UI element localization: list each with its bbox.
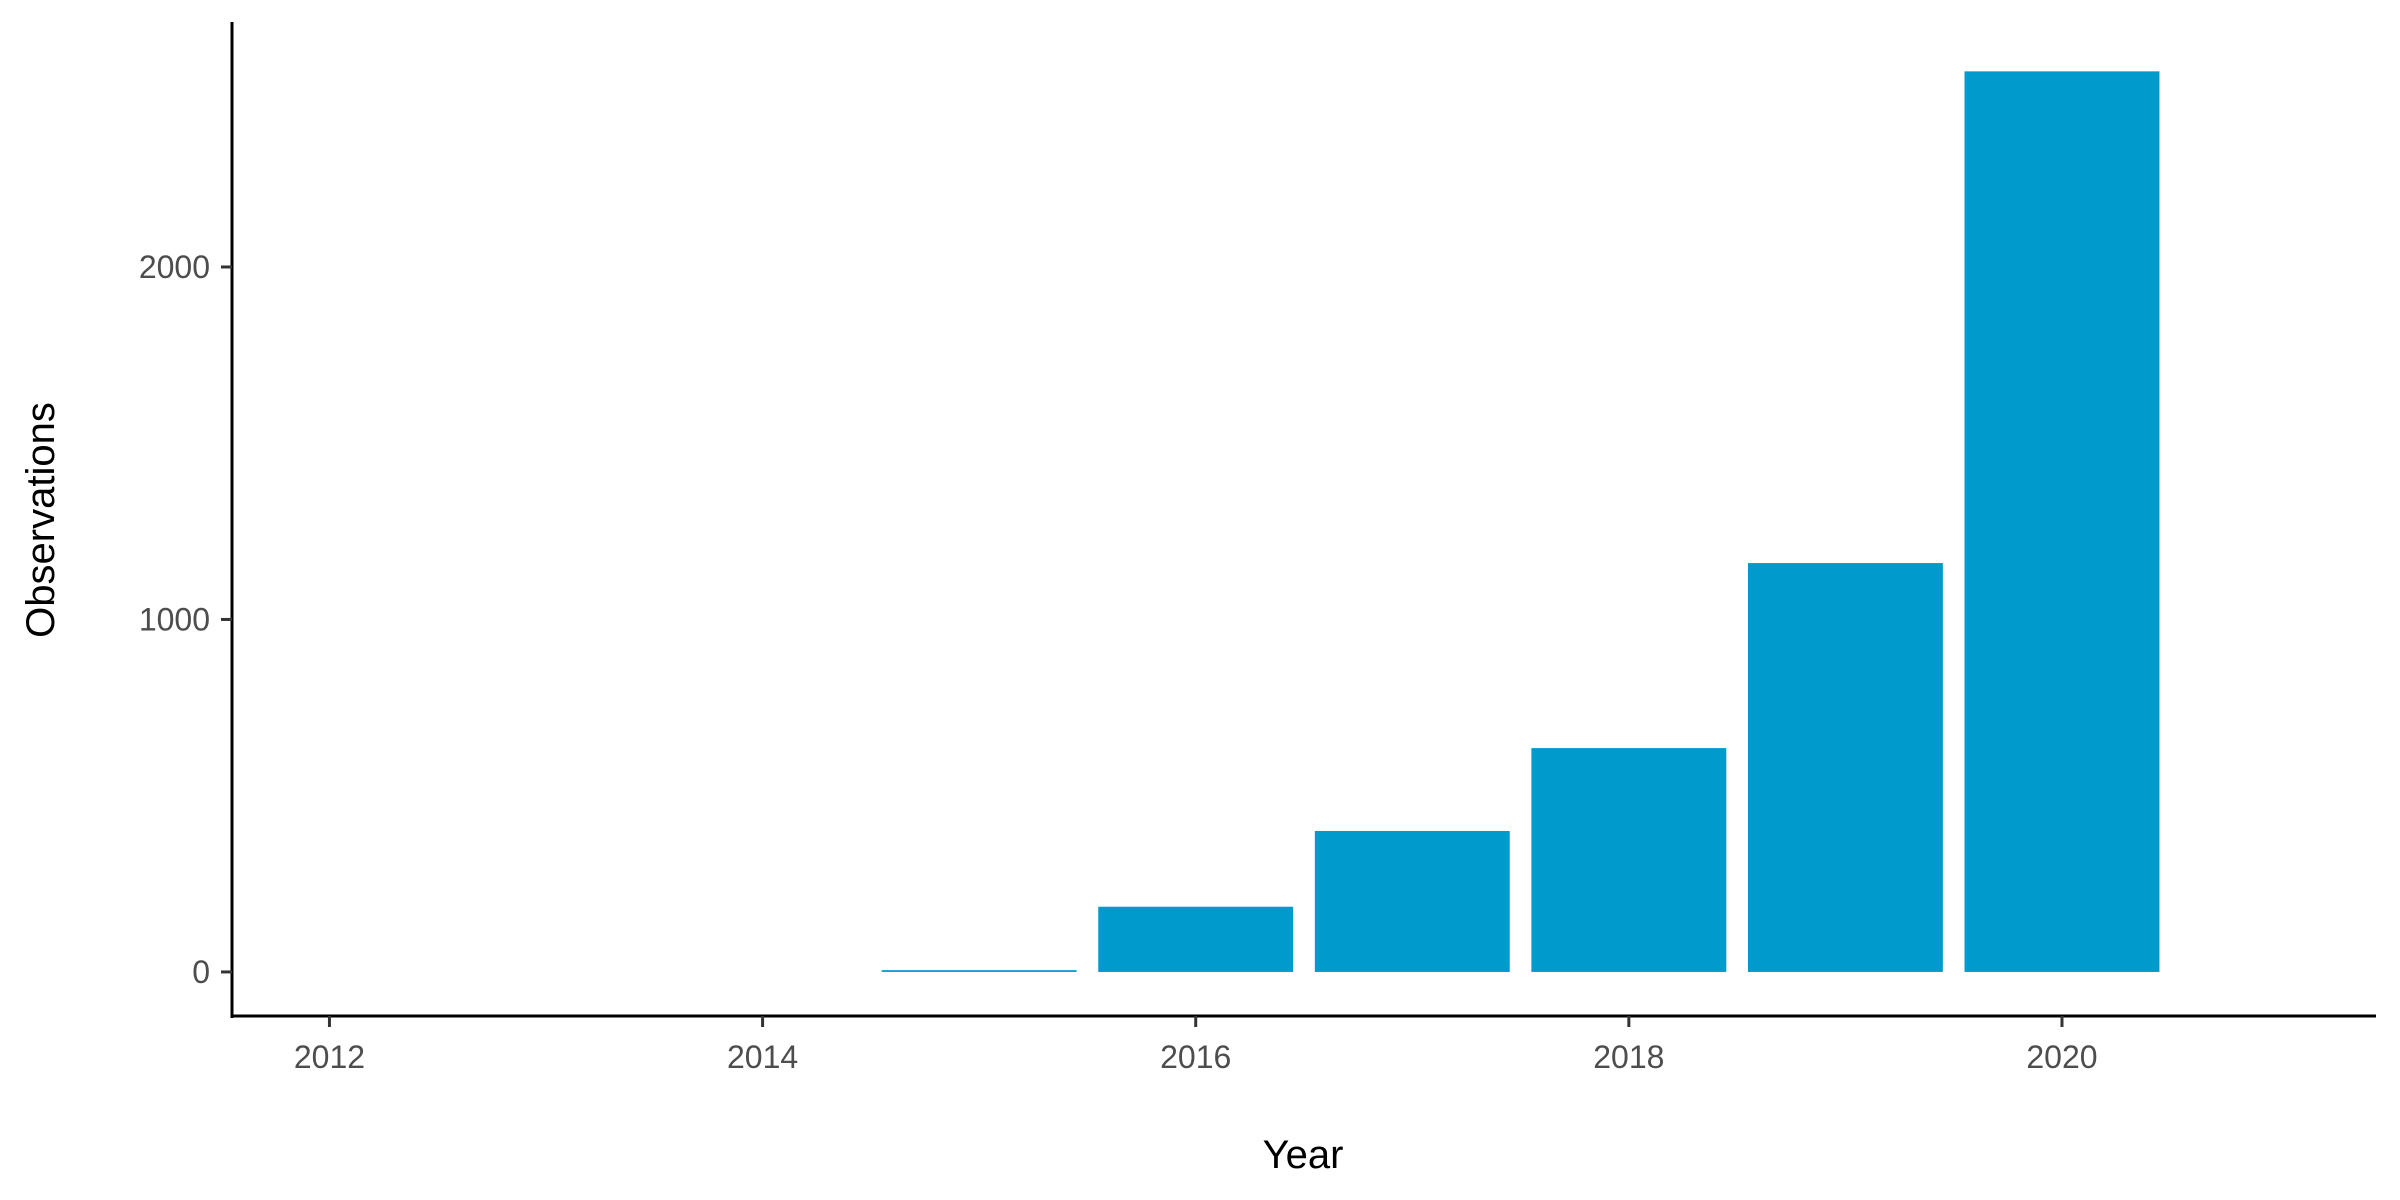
x-tick-label: 2012	[294, 1039, 365, 1075]
x-tick-label: 2014	[727, 1039, 798, 1075]
y-tick-label: 2000	[139, 249, 210, 285]
bar-2015	[881, 970, 1077, 972]
bar-2020	[1964, 71, 2160, 972]
y-tick-label: 1000	[139, 601, 210, 637]
bar-2016	[1098, 906, 1294, 972]
y-axis-title: Observations	[19, 402, 63, 638]
x-axis-title: Year	[1263, 1133, 1344, 1177]
bar-2019	[1747, 563, 1943, 972]
bar-2017	[1314, 830, 1510, 972]
x-ticks: 2012 2014 2016 2018 2020	[294, 1016, 2098, 1075]
bar-2018	[1531, 748, 1727, 972]
bars	[881, 71, 2160, 972]
x-tick-label: 2016	[1160, 1039, 1231, 1075]
x-tick-label: 2020	[2026, 1039, 2097, 1075]
x-tick-label: 2018	[1593, 1039, 1664, 1075]
y-tick-label: 0	[192, 954, 210, 990]
y-ticks: 0 1000 2000	[139, 249, 232, 990]
